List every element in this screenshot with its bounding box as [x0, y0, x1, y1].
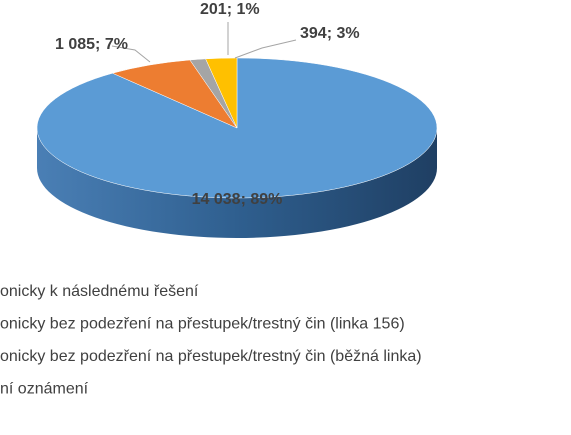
leader-line	[111, 45, 151, 63]
legend-label: onicky k následnému řešení	[0, 283, 199, 300]
data-label: 394; 3%	[300, 25, 360, 42]
leader-line	[234, 39, 297, 59]
pie-slice	[205, 57, 238, 129]
legend-label: onicky bez podezření na přestupek/trestn…	[0, 316, 405, 333]
legend-label: ní oznámení	[0, 381, 89, 398]
data-label: 201; 1%	[200, 1, 260, 18]
legend-label: onicky bez podezření na přestupek/trestn…	[0, 348, 422, 365]
data-label: 14 038; 89%	[192, 191, 283, 208]
data-label: 1 085; 7%	[55, 36, 128, 53]
pie-slice-side	[37, 128, 437, 238]
